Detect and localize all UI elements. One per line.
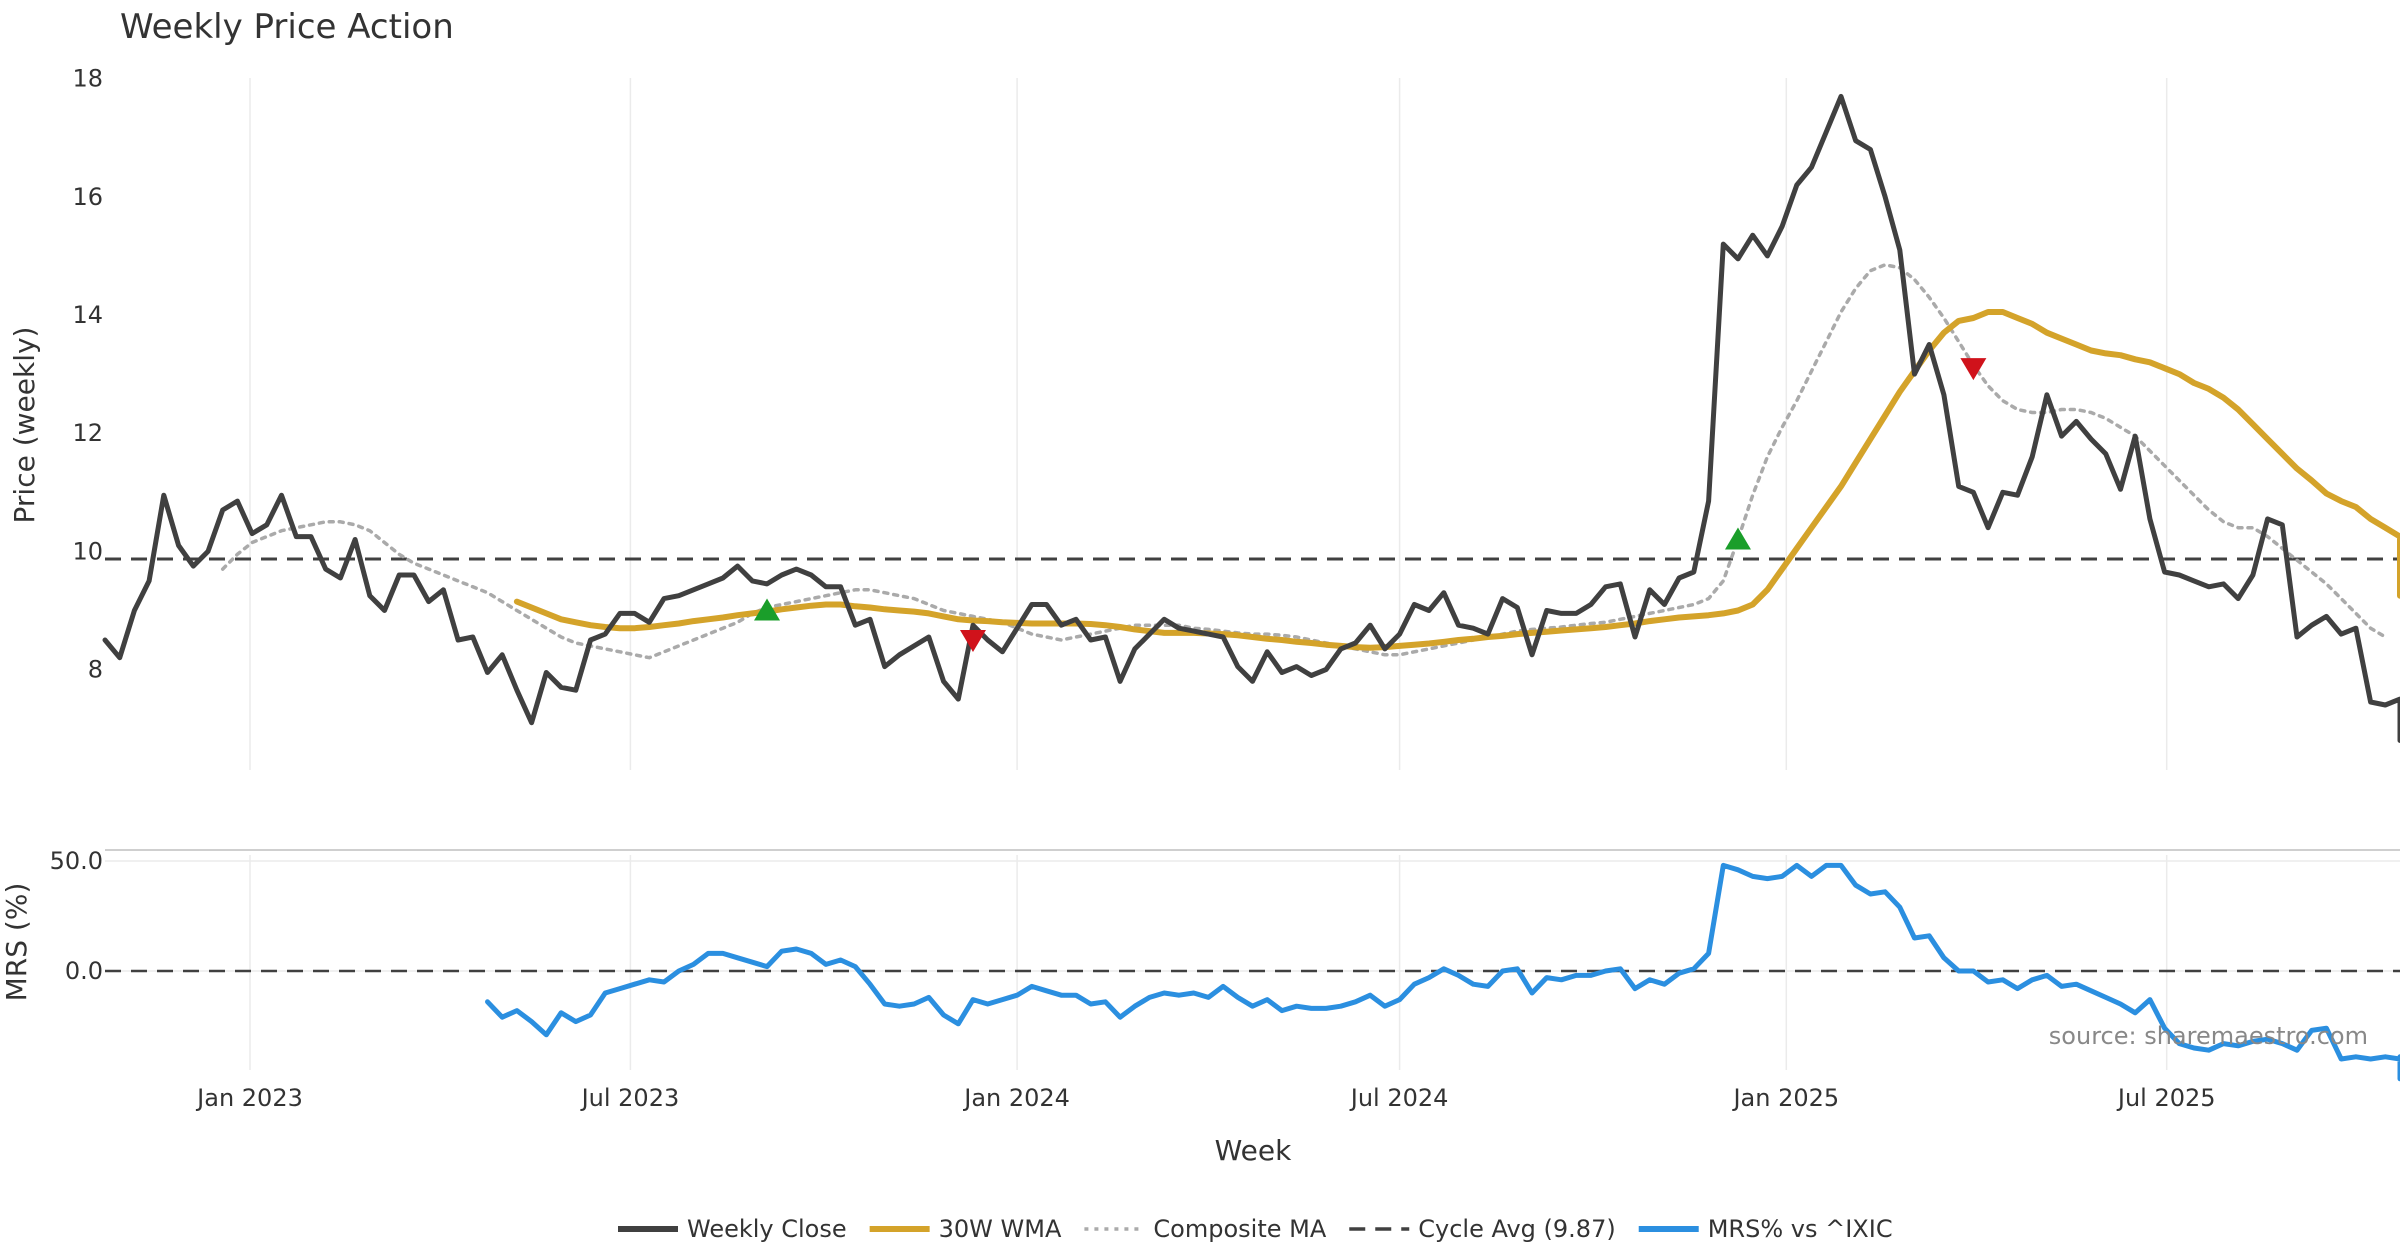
legend-item: 30W WMA <box>869 1215 1062 1243</box>
x-tick-label: Jul 2024 <box>1349 1084 1449 1112</box>
signal-markers <box>754 358 1987 652</box>
mrs-y-ticks: 0.0 50.0 <box>50 847 103 985</box>
x-tick-label: Jan 2024 <box>962 1084 1070 1112</box>
x-tick-label: Jan 2023 <box>195 1084 303 1112</box>
price-y-tick-label: 14 <box>72 301 103 329</box>
mrs-series <box>485 862 2400 1082</box>
legend-label: 30W WMA <box>939 1215 1062 1243</box>
price-series <box>102 93 2400 743</box>
weekly-close-line <box>102 93 2400 743</box>
legend-label: Weekly Close <box>687 1215 847 1243</box>
x-tick-label: Jul 2025 <box>2116 1084 2216 1112</box>
x-axis-title: Week <box>1215 1134 1292 1167</box>
price-y-tick-label: 18 <box>72 65 103 93</box>
legend-label: Cycle Avg (9.87) <box>1418 1215 1615 1243</box>
price-panel: 8 10 12 14 16 18 Price (weekly) <box>8 65 2400 770</box>
x-tick-label: Jan 2025 <box>1731 1084 1839 1112</box>
buy-signal-marker <box>1724 527 1751 550</box>
price-y-tick-label: 8 <box>88 656 103 684</box>
mrs-y-tick-label: 0.0 <box>65 957 103 985</box>
sell-signal-marker <box>959 630 986 652</box>
sell-signal-marker <box>1960 358 1987 381</box>
legend-label: MRS% vs ^IXIC <box>1708 1215 1893 1243</box>
buy-signal-marker <box>754 598 781 621</box>
mrs-y-tick-label: 50.0 <box>50 847 103 875</box>
legend: Weekly Close 30W WMA Composite MA Cycle Avg… <box>618 1215 1893 1243</box>
composite-ma-line <box>220 263 2388 660</box>
price-y-axis-title: Price (weekly) <box>8 327 41 524</box>
legend-item: Composite MA <box>1084 1215 1327 1243</box>
mrs-panel: 0.0 50.0 MRS (%) source: sharemaestro.com <box>0 847 2400 1082</box>
price-y-tick-label: 10 <box>72 537 103 565</box>
source-note: source: sharemaestro.com <box>2049 1022 2368 1050</box>
price-grid <box>249 78 2168 770</box>
chart-title: Weekly Price Action <box>120 7 454 47</box>
legend-label: Composite MA <box>1153 1215 1326 1243</box>
legend-item: Cycle Avg (9.87) <box>1349 1215 1616 1243</box>
price-y-tick-label: 12 <box>72 419 103 447</box>
x-tick-label: Jul 2023 <box>580 1084 680 1112</box>
price-y-ticks: 8 10 12 14 16 18 <box>72 65 103 684</box>
x-axis-ticks: Jan 2023 Jul 2023 Jan 2024 Jul 2024 Jan 2025… <box>195 1084 2215 1112</box>
mrs-y-axis-title: MRS (%) <box>0 883 33 1002</box>
legend-item: Weekly Close <box>618 1215 847 1243</box>
mrs-line <box>485 862 2400 1082</box>
price-y-tick-label: 16 <box>72 183 103 211</box>
legend-item: MRS% vs ^IXIC <box>1638 1215 1893 1243</box>
